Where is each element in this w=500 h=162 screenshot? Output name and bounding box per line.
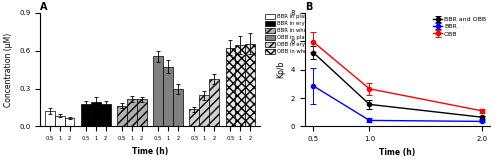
Bar	[226, 48, 235, 126]
Bar	[81, 104, 91, 126]
Bar	[209, 79, 219, 126]
Bar	[173, 89, 183, 126]
X-axis label: Time (h): Time (h)	[380, 148, 416, 157]
Bar	[154, 56, 163, 126]
Bar	[100, 104, 110, 126]
Legend: BBR and OBB, BBR, OBB: BBR and OBB, BBR, OBB	[432, 16, 487, 37]
Text: A: A	[40, 2, 48, 12]
Bar	[245, 44, 255, 126]
Bar	[236, 45, 245, 126]
Legend: BBR in plasma, BBR in erythrocytes, BBR in whole blood, OBB in plasma, OBB in er: BBR in plasma, BBR in erythrocytes, BBR …	[265, 13, 330, 55]
Bar	[163, 67, 173, 126]
X-axis label: Time (h): Time (h)	[132, 147, 168, 156]
Bar	[200, 95, 209, 126]
Bar	[117, 106, 127, 126]
Y-axis label: Concentration (μM): Concentration (μM)	[4, 33, 14, 107]
Bar	[45, 111, 55, 126]
Y-axis label: Kp/b: Kp/b	[276, 61, 285, 78]
Bar	[64, 118, 74, 126]
Bar	[55, 116, 64, 126]
Text: B: B	[305, 2, 312, 12]
Bar	[190, 109, 200, 126]
Bar	[91, 102, 101, 126]
Bar	[137, 99, 146, 126]
Bar	[127, 99, 137, 126]
